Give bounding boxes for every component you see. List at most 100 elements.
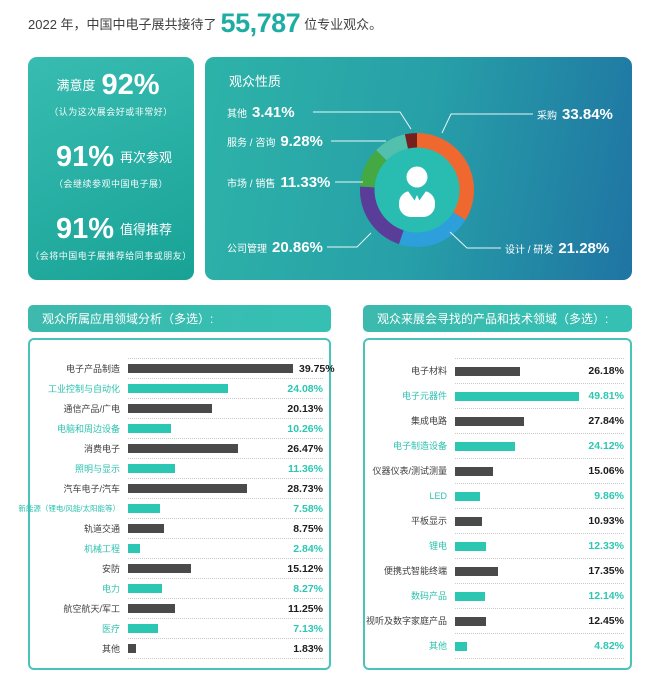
bar-track: 15.12% xyxy=(128,557,323,579)
stat-item-revisit: 91% 再次参观 （会继续参观中国电子展） xyxy=(28,143,194,190)
row-label: 电子材料 xyxy=(367,364,455,377)
leader-line-other xyxy=(313,111,412,130)
row-label: 视听及数字家庭产品 xyxy=(365,614,455,627)
pie-label-name: 设计 / 研发 xyxy=(505,244,554,256)
row-label: 新能源（锂电/风能/太阳能等） xyxy=(18,503,128,514)
bar-track: 1.83% xyxy=(128,637,323,659)
bar-track: 2.84% xyxy=(128,537,323,559)
row-label: 其他 xyxy=(32,642,128,655)
bar-rows: 电子材料 26.18% 电子元器件 49.81% 集成电路 27.84% 电子制造设备 24.… xyxy=(365,357,624,659)
bar xyxy=(128,484,248,493)
bar-track: 4.82% xyxy=(455,632,624,659)
bar xyxy=(455,441,516,451)
bar xyxy=(455,416,525,426)
bar-track: 27.84% xyxy=(455,407,624,434)
stat-caption: （会继续参观中国电子展） xyxy=(53,179,168,189)
bar xyxy=(128,584,163,593)
bar-rows: 电子产品制造 39.75% 工业控制与自动化 24.08% 通信产品/广电 20.13% 电… xyxy=(18,357,335,659)
page-title-prefix: 2022 年，中国中电子展共接待了 xyxy=(28,16,217,32)
visitor-nature-title: 观众性质 xyxy=(229,74,282,89)
application-areas-chart: 电子产品制造 39.75% 工业控制与自动化 24.08% 通信产品/广电 20.13% 电… xyxy=(18,338,335,670)
percent-label: 12.45% xyxy=(588,615,624,627)
bar-track: 39.75% xyxy=(128,357,335,379)
pie-label-value: 20.86% xyxy=(272,238,323,256)
chart-row: 工业控制与自动化 24.08% xyxy=(32,377,323,398)
row-label-text: 集成电路 xyxy=(410,416,447,426)
bar xyxy=(128,404,212,413)
bar-track: 12.14% xyxy=(455,582,624,609)
stat-value: 91% xyxy=(55,213,115,245)
row-label-text: 医疗 xyxy=(101,623,120,634)
chart-row: 汽车电子/汽车 28.73% xyxy=(32,477,323,499)
bar xyxy=(128,524,165,533)
chart-row: 电子制造设备 24.12% xyxy=(367,432,624,458)
row-label-text: 照明与显示 xyxy=(74,463,120,474)
bar-track: 26.18% xyxy=(455,357,624,384)
bar-track: 10.93% xyxy=(455,507,624,534)
row-label-text: 电子制造设备 xyxy=(392,441,447,451)
pie-label-name: 公司管理 xyxy=(227,243,267,255)
chart-row: 电子元器件 49.81% xyxy=(367,382,624,409)
row-label-text: 消费电子 xyxy=(83,443,120,454)
pie-label-value: 9.28% xyxy=(280,132,323,150)
row-label: 通信产品/广电 xyxy=(32,402,128,415)
chart-row: 轨道交通 8.75% xyxy=(32,517,323,538)
pie-label-other: 其他 3.41% xyxy=(227,103,295,121)
percent-label: 26.18% xyxy=(588,365,624,377)
chart-row: 安防 15.12% xyxy=(32,557,323,579)
row-label-text: 安防 xyxy=(101,563,120,574)
pie-label-name: 采购 xyxy=(537,110,557,122)
chart-row: 视听及数字家庭产品 12.45% xyxy=(365,607,624,634)
row-label-text: 新能源（锂电/风能/太阳能等） xyxy=(18,503,120,513)
percent-label: 17.35% xyxy=(588,565,624,577)
percent-label: 10.26% xyxy=(287,422,323,435)
chart-row: 新能源（锂电/风能/太阳能等） 7.58% xyxy=(18,497,323,519)
bar xyxy=(455,391,579,401)
bar-track: 7.58% xyxy=(128,497,323,519)
donut-segment xyxy=(404,133,417,149)
bar xyxy=(455,466,493,476)
percent-label: 24.08% xyxy=(287,382,323,395)
row-label-text: 平板显示 xyxy=(410,516,447,526)
row-label-text: 视听及数字家庭产品 xyxy=(365,616,447,626)
bar xyxy=(455,566,499,576)
bar-track: 9.86% xyxy=(455,482,624,509)
bar xyxy=(128,364,293,373)
percent-label: 7.58% xyxy=(293,502,323,515)
percent-label: 7.13% xyxy=(293,622,323,635)
visitor-nature-panel: 观众性质 其他 3.41% 服务 / 咨询 xyxy=(205,57,632,280)
pie-label-purchasing: 采购 33.84% xyxy=(537,105,613,123)
bar xyxy=(455,591,486,601)
row-label-text: 便携式智能终端 xyxy=(383,566,447,576)
row-label-text: 锂电 xyxy=(428,541,447,551)
row-label-text: 机械工程 xyxy=(83,543,120,554)
row-label: 电子元器件 xyxy=(367,389,455,402)
bar xyxy=(128,544,140,553)
bar-track: 7.13% xyxy=(128,617,323,639)
products-tech-title: 观众来展会寻找的产品和技术领域（多选）: xyxy=(363,305,632,332)
bar-track: 17.35% xyxy=(455,557,624,584)
pie-label-value: 21.28% xyxy=(558,239,610,257)
percent-label: 49.81% xyxy=(588,390,624,402)
percent-label: 28.73% xyxy=(287,482,323,495)
stat-value: 91% xyxy=(55,141,115,173)
percent-label: 4.82% xyxy=(594,640,624,652)
chart-row: 数码产品 12.14% xyxy=(367,582,624,609)
stat-label: 满意度 xyxy=(56,78,96,93)
row-label: LED xyxy=(367,491,455,501)
chart-row: 其他 1.83% xyxy=(32,637,323,659)
pie-label-name: 市场 / 销售 xyxy=(227,178,276,190)
bar-track: 28.73% xyxy=(128,477,323,499)
donut-chart xyxy=(313,111,533,249)
bar xyxy=(128,464,176,473)
bar xyxy=(128,384,228,393)
stat-label: 值得推荐 xyxy=(120,222,173,237)
bar-track: 12.45% xyxy=(455,607,624,634)
chart-row: 其他 4.82% xyxy=(367,632,624,659)
bar xyxy=(455,616,486,626)
page-title: 2022 年，中国中电子展共接待了 55,787 位专业观众。 xyxy=(28,6,382,40)
bar xyxy=(128,604,175,613)
bar-track: 11.36% xyxy=(128,457,323,479)
bar-track: 49.81% xyxy=(455,382,624,409)
row-label: 仪器仪表/测试测量 xyxy=(367,464,455,477)
